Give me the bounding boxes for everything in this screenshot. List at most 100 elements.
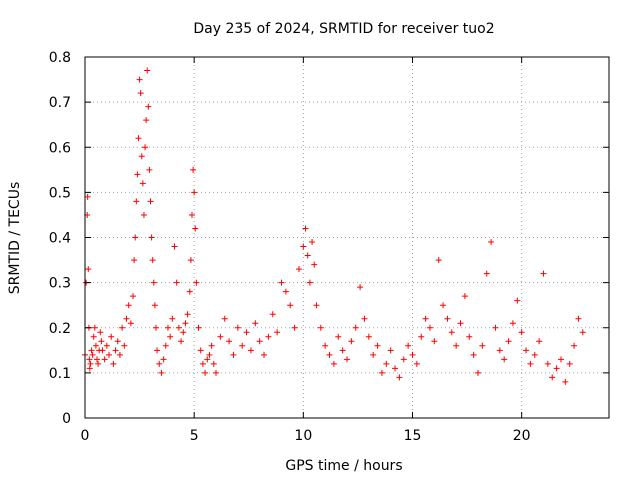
data-point bbox=[164, 324, 171, 331]
data-point bbox=[352, 324, 359, 331]
data-point bbox=[306, 279, 313, 286]
data-point bbox=[92, 342, 99, 349]
x-tick-label: 10 bbox=[294, 428, 312, 444]
data-point bbox=[167, 333, 174, 340]
data-point bbox=[370, 351, 377, 358]
data-point bbox=[188, 211, 195, 218]
data-point bbox=[295, 266, 302, 273]
data-point bbox=[531, 351, 538, 358]
data-point bbox=[125, 302, 132, 309]
data-point bbox=[304, 252, 311, 259]
data-point bbox=[98, 338, 105, 345]
data-point bbox=[162, 342, 169, 349]
data-point bbox=[252, 320, 259, 327]
data-point bbox=[89, 351, 96, 358]
data-point bbox=[492, 324, 499, 331]
data-point bbox=[549, 374, 556, 381]
data-point bbox=[317, 324, 324, 331]
data-point bbox=[435, 257, 442, 264]
data-point bbox=[302, 225, 309, 232]
data-point bbox=[106, 351, 113, 358]
data-point bbox=[140, 211, 147, 218]
data-point bbox=[210, 360, 217, 367]
data-point bbox=[387, 347, 394, 354]
data-point bbox=[239, 342, 246, 349]
data-point bbox=[87, 360, 94, 367]
data-point bbox=[99, 347, 106, 354]
data-point bbox=[134, 171, 141, 178]
data-point bbox=[579, 329, 586, 336]
data-point bbox=[400, 356, 407, 363]
data-point bbox=[206, 351, 213, 358]
data-point bbox=[121, 342, 128, 349]
data-point bbox=[217, 333, 224, 340]
data-point bbox=[311, 261, 318, 268]
grid-lines bbox=[85, 57, 609, 418]
data-point bbox=[171, 243, 178, 250]
data-point bbox=[365, 333, 372, 340]
data-point bbox=[144, 67, 151, 74]
data-point bbox=[190, 166, 197, 173]
data-point bbox=[160, 356, 167, 363]
data-point bbox=[453, 342, 460, 349]
data-point bbox=[418, 333, 425, 340]
data-point bbox=[221, 315, 228, 322]
data-point bbox=[130, 293, 137, 300]
data-point bbox=[88, 347, 95, 354]
y-tick-label: 0 bbox=[62, 411, 71, 427]
data-point bbox=[566, 360, 573, 367]
data-point bbox=[180, 329, 187, 336]
data-point bbox=[131, 257, 138, 264]
data-point bbox=[103, 342, 110, 349]
data-point bbox=[145, 103, 152, 110]
data-point bbox=[361, 315, 368, 322]
data-point bbox=[461, 293, 468, 300]
data-point bbox=[509, 320, 516, 327]
data-point bbox=[86, 365, 93, 372]
data-point bbox=[234, 324, 241, 331]
data-point bbox=[173, 279, 180, 286]
data-point bbox=[300, 243, 307, 250]
data-point bbox=[413, 360, 420, 367]
data-point bbox=[208, 342, 215, 349]
data-point bbox=[518, 329, 525, 336]
x-tick-label: 15 bbox=[404, 428, 422, 444]
data-point bbox=[114, 338, 121, 345]
data-point bbox=[536, 338, 543, 345]
data-point bbox=[575, 315, 582, 322]
data-point bbox=[457, 320, 464, 327]
data-point bbox=[313, 302, 320, 309]
data-point bbox=[213, 369, 219, 376]
data-point bbox=[431, 338, 438, 345]
data-point bbox=[97, 329, 104, 336]
data-point bbox=[132, 234, 139, 241]
data-point bbox=[475, 369, 481, 376]
data-point bbox=[527, 360, 534, 367]
data-point bbox=[154, 347, 161, 354]
data-point bbox=[230, 351, 237, 358]
data-point bbox=[197, 347, 204, 354]
data-point bbox=[112, 347, 119, 354]
data-point bbox=[426, 324, 433, 331]
data-point bbox=[85, 266, 92, 273]
data-point bbox=[309, 239, 316, 246]
data-point bbox=[136, 76, 143, 83]
data-point bbox=[127, 320, 134, 327]
data-point bbox=[150, 279, 157, 286]
data-point bbox=[151, 302, 158, 309]
y-axis-label: SRMTID / TECUs bbox=[7, 182, 23, 295]
data-point bbox=[192, 225, 199, 232]
data-point bbox=[226, 338, 233, 345]
data-point bbox=[501, 356, 508, 363]
data-point bbox=[392, 365, 399, 372]
data-point bbox=[147, 198, 154, 205]
data-point bbox=[110, 360, 117, 367]
data-point bbox=[178, 338, 185, 345]
data-point bbox=[405, 342, 412, 349]
data-point bbox=[137, 90, 144, 97]
data-point bbox=[523, 347, 530, 354]
data-point bbox=[483, 270, 490, 277]
data-point bbox=[357, 284, 364, 291]
data-point bbox=[142, 144, 149, 151]
